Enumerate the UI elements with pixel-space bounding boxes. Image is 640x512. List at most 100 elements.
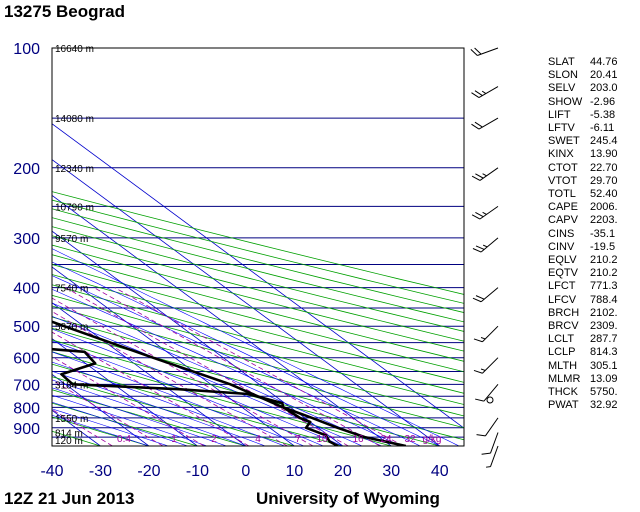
- height-label: 9570 m: [55, 234, 88, 245]
- pressure-tick-label: 400: [13, 281, 40, 298]
- stat-value: 13.90: [590, 148, 618, 161]
- wind-barb-flag: [471, 92, 480, 99]
- stat-key: CINS: [548, 227, 575, 240]
- stat-row: MLMR 13.09: [548, 373, 638, 386]
- wind-barb-half-flag: [482, 211, 487, 215]
- wind-barbs: [470, 47, 499, 468]
- x-tick-label: -20: [137, 463, 160, 480]
- wind-barb: [472, 287, 499, 303]
- x-tick-label: 20: [334, 463, 352, 480]
- height-label: 10790 m: [55, 202, 94, 213]
- stat-row: BRCH 2102.: [548, 307, 638, 320]
- stat-value: 20.41: [590, 69, 618, 82]
- stat-value: 2006.: [590, 201, 618, 214]
- wind-barb: [472, 237, 499, 253]
- stat-key: PWAT: [548, 399, 579, 412]
- x-tick-label: 40: [431, 463, 449, 480]
- dry-adiabat-line: [52, 244, 464, 352]
- wind-barb-flag: [471, 214, 481, 220]
- wind-barb-flag: [472, 248, 482, 253]
- stat-key: SLAT: [548, 56, 575, 68]
- wind-barb: [471, 86, 499, 99]
- stat-row: LCLT 287.7: [548, 333, 638, 346]
- dry-adiabat-line: [52, 327, 464, 441]
- mixing-ratio-line: [52, 331, 250, 446]
- mixing-ratio-label: 10: [316, 434, 328, 445]
- mixing-ratio-line: [52, 311, 288, 446]
- height-label: 14080 m: [55, 114, 94, 125]
- stat-key: EQLV: [548, 254, 577, 267]
- stat-row: VTOT 29.70: [548, 175, 638, 188]
- height-label: 120 m: [55, 436, 83, 447]
- stat-key: LFCV: [548, 293, 577, 306]
- wind-barb-half-flag: [481, 90, 487, 95]
- wind-barb-half-flag: [480, 337, 486, 340]
- moist-adiabat-line: [52, 248, 460, 446]
- wind-barb-half-flag: [480, 368, 486, 371]
- stat-key: CINV: [548, 240, 575, 253]
- wind-barb-flag: [473, 369, 483, 374]
- stat-row: LFTV -6.11: [548, 122, 638, 135]
- mixing-ratio-line: [93, 287, 381, 446]
- stat-value: 2309.: [590, 320, 618, 333]
- pressure-tick-label: 700: [13, 377, 40, 394]
- stat-value: 13.09: [590, 372, 618, 385]
- height-label: 3184 m: [55, 380, 88, 391]
- isotherm-line: [52, 123, 464, 429]
- pressure-tick-label: 200: [13, 161, 40, 178]
- grid-layer: [52, 48, 464, 446]
- moist-adiabat-line: [52, 379, 246, 446]
- stat-value: 210.2: [590, 254, 618, 267]
- height-label: 814 m: [55, 429, 83, 440]
- mixing-ratio-label: 4: [255, 434, 261, 445]
- height-label: 7540 m: [55, 284, 88, 295]
- stat-key: SWET: [548, 135, 580, 148]
- moist-adiabat-line: [52, 351, 305, 446]
- moist-adiabat-line: [52, 394, 208, 446]
- pressure-tick-label: 600: [13, 351, 40, 368]
- dry-adiabat-line: [52, 284, 464, 394]
- wind-barb-staff: [490, 432, 499, 454]
- wind-barb-flag: [475, 173, 484, 179]
- stat-value: 287.7: [590, 333, 618, 346]
- wind-barb-flag: [471, 175, 481, 181]
- stat-row: CAPE 2006.: [548, 201, 638, 214]
- moist-adiabat-line: [52, 401, 188, 446]
- wind-barb-staff: [480, 287, 499, 303]
- wind-barb-flag: [475, 295, 485, 300]
- moist-adiabat-line: [52, 387, 227, 446]
- wind-barb-half-flag: [485, 466, 491, 468]
- dry-adiabat-line: [52, 351, 392, 446]
- stat-value: 210.2: [590, 267, 618, 280]
- wind-barb: [481, 432, 499, 455]
- wind-barb-staff: [483, 383, 499, 402]
- plot-frame: [51, 47, 465, 447]
- pressure-tick-label: 500: [13, 319, 40, 336]
- mixing-ratio-label: 16: [352, 434, 364, 445]
- moist-adiabat-line: [52, 340, 324, 446]
- stat-key: CTOT: [548, 161, 578, 174]
- mixing-ratio-line: [52, 408, 113, 446]
- observation-time: 12Z 21 Jun 2013: [4, 489, 135, 508]
- dry-adiabat-line: [52, 274, 464, 383]
- stat-value: -6.11: [590, 122, 615, 135]
- wind-barb-staff: [482, 325, 499, 343]
- stat-value: 771.3: [590, 280, 618, 293]
- wind-barb-staff: [482, 357, 499, 374]
- moist-adiabat-line: [52, 361, 285, 446]
- wind-barb-flag: [474, 47, 482, 55]
- x-tick-label: 30: [382, 463, 400, 480]
- moist-adiabat-line: [52, 302, 382, 446]
- pressure-tick-label: 900: [13, 421, 40, 438]
- stat-row: LCLP 814.3: [548, 346, 638, 359]
- stat-row: BRCV 2309.: [548, 320, 638, 333]
- dry-adiabat-line: [52, 376, 295, 446]
- wind-barb: [476, 417, 499, 437]
- dry-adiabat-line: [52, 294, 464, 405]
- wind-barb-staff: [490, 445, 499, 467]
- stat-row: EQLV 210.2: [548, 254, 638, 267]
- dry-adiabat-line: [52, 339, 440, 446]
- wind-barb: [471, 205, 499, 220]
- dry-adiabat-line: [52, 199, 464, 304]
- mixing-ratio-label: g/kg: [423, 434, 442, 445]
